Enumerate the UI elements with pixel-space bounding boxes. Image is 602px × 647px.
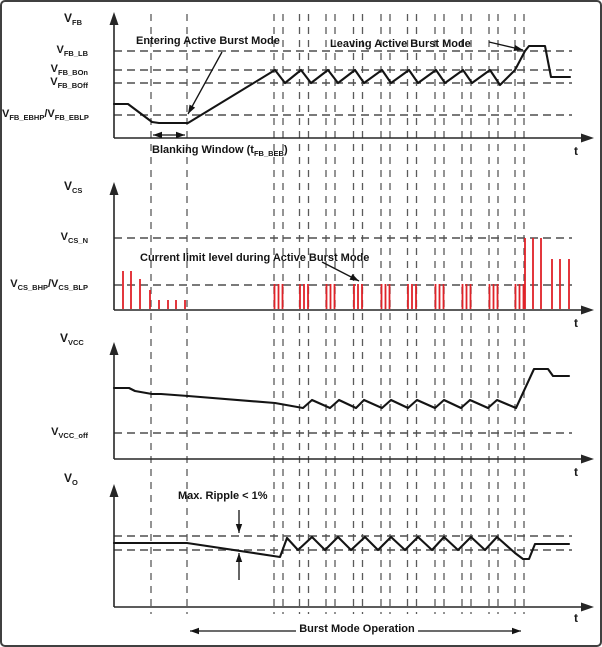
vo-y-axis-arrow <box>109 484 119 497</box>
entering-burst-arrow-head <box>188 104 196 114</box>
blanking-window-arrow-head <box>176 131 185 139</box>
vvcc-waveform <box>112 367 571 410</box>
current-limit-arrow-head <box>349 274 359 281</box>
blanking-window-arrow-head <box>153 131 162 139</box>
burst-span-left-arrow-head <box>190 627 199 635</box>
vo-time-axis-arrow <box>581 602 594 612</box>
vfb-y-axis-arrow <box>109 12 119 25</box>
ripple-lower-arrow-head <box>235 553 243 562</box>
entering-burst-arrow <box>187 51 223 115</box>
vfb-time-axis-arrow <box>581 133 594 143</box>
vcs-y-axis-arrow <box>109 182 119 195</box>
vvcc-time-axis-arrow <box>581 454 594 464</box>
vcs-time-axis-arrow <box>581 305 594 315</box>
leaving-burst-arrow-head <box>513 44 523 52</box>
ripple-upper-arrow-head <box>235 524 243 533</box>
vo-waveform <box>112 535 571 561</box>
vvcc-y-axis-arrow <box>109 342 119 355</box>
vfb-waveform <box>112 44 572 125</box>
burst-span-right-arrow-head <box>512 627 521 635</box>
